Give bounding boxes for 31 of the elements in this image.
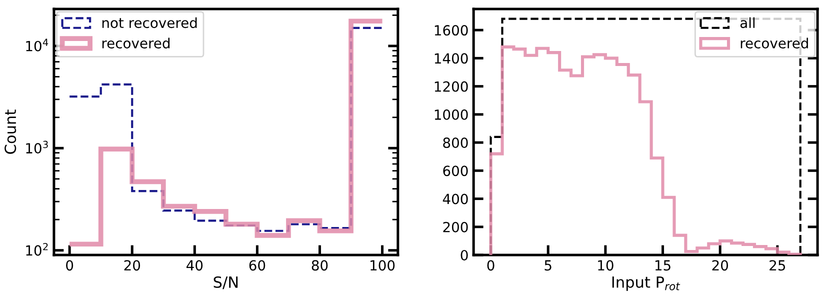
y-tick-label: 800 <box>443 138 468 148</box>
y-tick-label: 1400 <box>434 53 468 64</box>
x-tick-label: 10 <box>598 260 614 271</box>
y-tick-label: 0 <box>460 250 468 260</box>
x-tick-label: 60 <box>249 260 266 271</box>
y-axis-title: Count <box>4 110 16 154</box>
y-tick-label: 600 <box>443 166 468 176</box>
x-tick-label: 25 <box>770 260 786 271</box>
x-tick-label: 40 <box>186 260 203 271</box>
x-tick-label: 20 <box>124 260 140 271</box>
x-tick-label: 20 <box>712 260 728 271</box>
y-tick-label: 1200 <box>434 81 468 92</box>
x-tick-label: 80 <box>312 260 328 271</box>
x-tick-label: 0 <box>487 260 494 271</box>
legend-label: recovered <box>102 38 170 48</box>
x-axis-title: Input P$_{rot}$ <box>612 276 680 291</box>
legend-label: recovered <box>740 38 808 48</box>
y-tick-label: 10$^{3}$ <box>26 140 48 154</box>
y-tick-label: 10$^{2}$ <box>26 242 48 256</box>
x-tick-label: 5 <box>544 260 552 271</box>
y-tick-label: 1600 <box>434 25 468 36</box>
x-tick-label: 100 <box>370 260 395 271</box>
y-tick-label: 200 <box>443 222 468 232</box>
y-tick-label: 400 <box>442 194 468 204</box>
legend-label: not recovered <box>102 17 197 28</box>
legend-label: all <box>740 17 755 28</box>
y-tick-label: 10$^{4}$ <box>26 38 48 52</box>
x-axis-title: S/N <box>214 276 238 290</box>
y-tick-label: 1000 <box>434 109 468 120</box>
x-tick-label: 0 <box>66 260 74 271</box>
x-tick-label: 15 <box>655 260 670 271</box>
